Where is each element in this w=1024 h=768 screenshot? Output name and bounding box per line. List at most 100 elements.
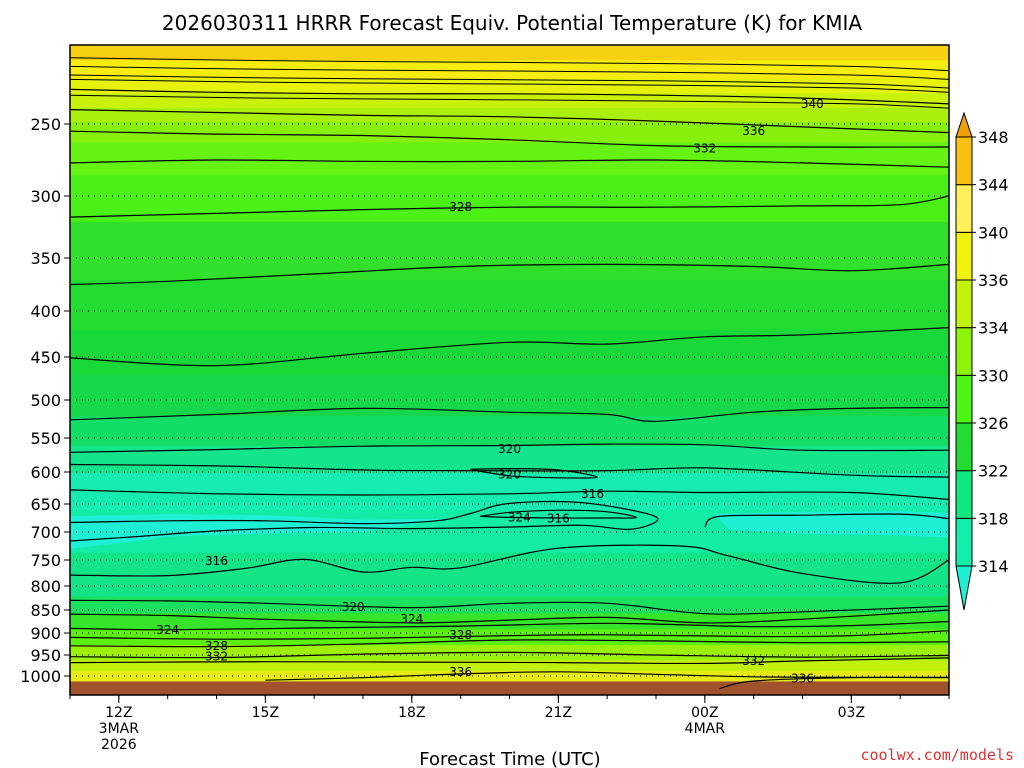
band-322 bbox=[70, 415, 949, 446]
band-328 bbox=[70, 628, 949, 645]
contour-label: 324 bbox=[508, 510, 531, 524]
contour-label: 336 bbox=[791, 672, 814, 686]
band-344 bbox=[70, 45, 949, 61]
contour-label: 336 bbox=[449, 665, 472, 679]
contour-label: 340 bbox=[801, 97, 824, 111]
colorbar-segment bbox=[955, 184, 973, 233]
contour-line bbox=[719, 676, 949, 690]
band-330 bbox=[70, 141, 949, 176]
contour-line bbox=[70, 657, 949, 665]
contour-label: 332 bbox=[205, 650, 228, 664]
colorbar-label: 314 bbox=[978, 557, 1009, 576]
contour-label: 332 bbox=[693, 141, 716, 155]
contour-label: 324 bbox=[156, 623, 179, 637]
colorbar-segment bbox=[955, 136, 973, 186]
contour-label: 328 bbox=[449, 200, 472, 214]
y-tick-label: 500 bbox=[30, 391, 61, 410]
y-tick-label: 550 bbox=[30, 429, 61, 448]
contour-line bbox=[70, 159, 949, 168]
y-tick-label: 1000 bbox=[20, 667, 61, 686]
colorbar: 314 318 322 326 330 334 336 340 344 348 bbox=[955, 111, 1009, 611]
contour-line bbox=[70, 500, 659, 542]
x-tick-label: 2026 bbox=[101, 737, 137, 753]
x-tick-label: 15Z bbox=[252, 705, 279, 721]
contour-label: 320 bbox=[498, 442, 521, 456]
band-328 bbox=[70, 174, 949, 222]
contour-line bbox=[70, 130, 949, 148]
contour-line-upper bbox=[70, 65, 949, 80]
colorbar-extend-low bbox=[955, 565, 973, 611]
contour-line bbox=[70, 609, 949, 624]
contour-line bbox=[70, 651, 949, 659]
band-324 bbox=[70, 374, 949, 417]
y-tick-label: 900 bbox=[30, 624, 61, 643]
colorbar-label: 322 bbox=[978, 462, 1009, 481]
contour-label: 316 bbox=[205, 554, 228, 568]
band-340 bbox=[70, 77, 949, 94]
contour-line bbox=[704, 513, 949, 528]
y-axis: 250 300 350 400 450 500 550 600 650 700 750 800 850 9… bbox=[20, 115, 70, 686]
colorbar-label: 348 bbox=[978, 128, 1009, 147]
band-346 bbox=[70, 45, 949, 46]
y-tick-label: 300 bbox=[30, 187, 61, 206]
contour-line bbox=[470, 467, 599, 479]
band-334 bbox=[70, 659, 949, 671]
x-tick-label: 12Z bbox=[105, 705, 132, 721]
y-tick-label: 650 bbox=[30, 495, 61, 514]
band-322 bbox=[70, 595, 949, 614]
x-tick-label: 00Z bbox=[691, 705, 718, 721]
contour-label: 320 bbox=[498, 468, 521, 482]
contour-label: 328 bbox=[449, 628, 472, 642]
colorbar-segment bbox=[955, 517, 973, 567]
colorbar-label: 336 bbox=[978, 271, 1009, 290]
contour-line bbox=[70, 463, 949, 478]
contour-line bbox=[70, 489, 949, 501]
colorbar-label: 330 bbox=[978, 366, 1009, 385]
contour-label: 316 bbox=[581, 487, 604, 501]
contour-line-upper bbox=[70, 57, 949, 72]
colorbar-segment bbox=[955, 374, 973, 424]
colorbar-segment bbox=[955, 327, 973, 376]
x-tick-label: 4MAR bbox=[685, 721, 726, 737]
band-332 bbox=[70, 121, 949, 143]
colorbar-label: 340 bbox=[978, 223, 1009, 242]
chart-title: 2026030311 HRRR Forecast Equiv. Potentia… bbox=[162, 11, 862, 35]
colorbar-label: 326 bbox=[978, 414, 1009, 433]
y-tick-label: 450 bbox=[30, 348, 61, 367]
colorbar-segment bbox=[955, 231, 973, 281]
y-tick-label: 950 bbox=[30, 646, 61, 665]
x-tick-label: 03Z bbox=[838, 705, 865, 721]
contour-line bbox=[70, 443, 949, 453]
colorbar-segment bbox=[955, 279, 973, 329]
y-tick-label: 750 bbox=[30, 551, 61, 570]
x-tick-label: 18Z bbox=[398, 705, 425, 721]
low-thetae-pocket bbox=[714, 511, 949, 538]
y-tick-label: 350 bbox=[30, 249, 61, 268]
contour-label: 332 bbox=[742, 654, 765, 668]
x-axis-label: Forecast Time (UTC) bbox=[419, 749, 600, 768]
contour-label: 324 bbox=[400, 612, 423, 626]
ground-strip bbox=[70, 681, 949, 695]
band-336 bbox=[70, 106, 949, 123]
x-tick-label: 21Z bbox=[545, 705, 572, 721]
colorbar-label: 334 bbox=[978, 319, 1009, 338]
colorbar-segment bbox=[955, 470, 973, 519]
contour-line bbox=[480, 509, 638, 519]
contour-line bbox=[70, 88, 949, 105]
colorbar-label: 344 bbox=[978, 176, 1009, 195]
band-326 bbox=[70, 329, 949, 376]
credit-text: coolwx.com/models bbox=[860, 746, 1014, 764]
y-tick-label: 250 bbox=[30, 115, 61, 134]
contour-line bbox=[70, 639, 949, 648]
y-tick-label: 600 bbox=[30, 463, 61, 482]
colorbar-extend-high bbox=[955, 111, 973, 138]
y-tick-label: 800 bbox=[30, 577, 61, 596]
band-328 bbox=[70, 220, 949, 281]
contour-line bbox=[70, 109, 949, 134]
contour-label: 328 bbox=[205, 639, 228, 653]
contour-line bbox=[70, 263, 949, 286]
contour-line bbox=[70, 630, 949, 640]
band-326 bbox=[70, 279, 949, 331]
